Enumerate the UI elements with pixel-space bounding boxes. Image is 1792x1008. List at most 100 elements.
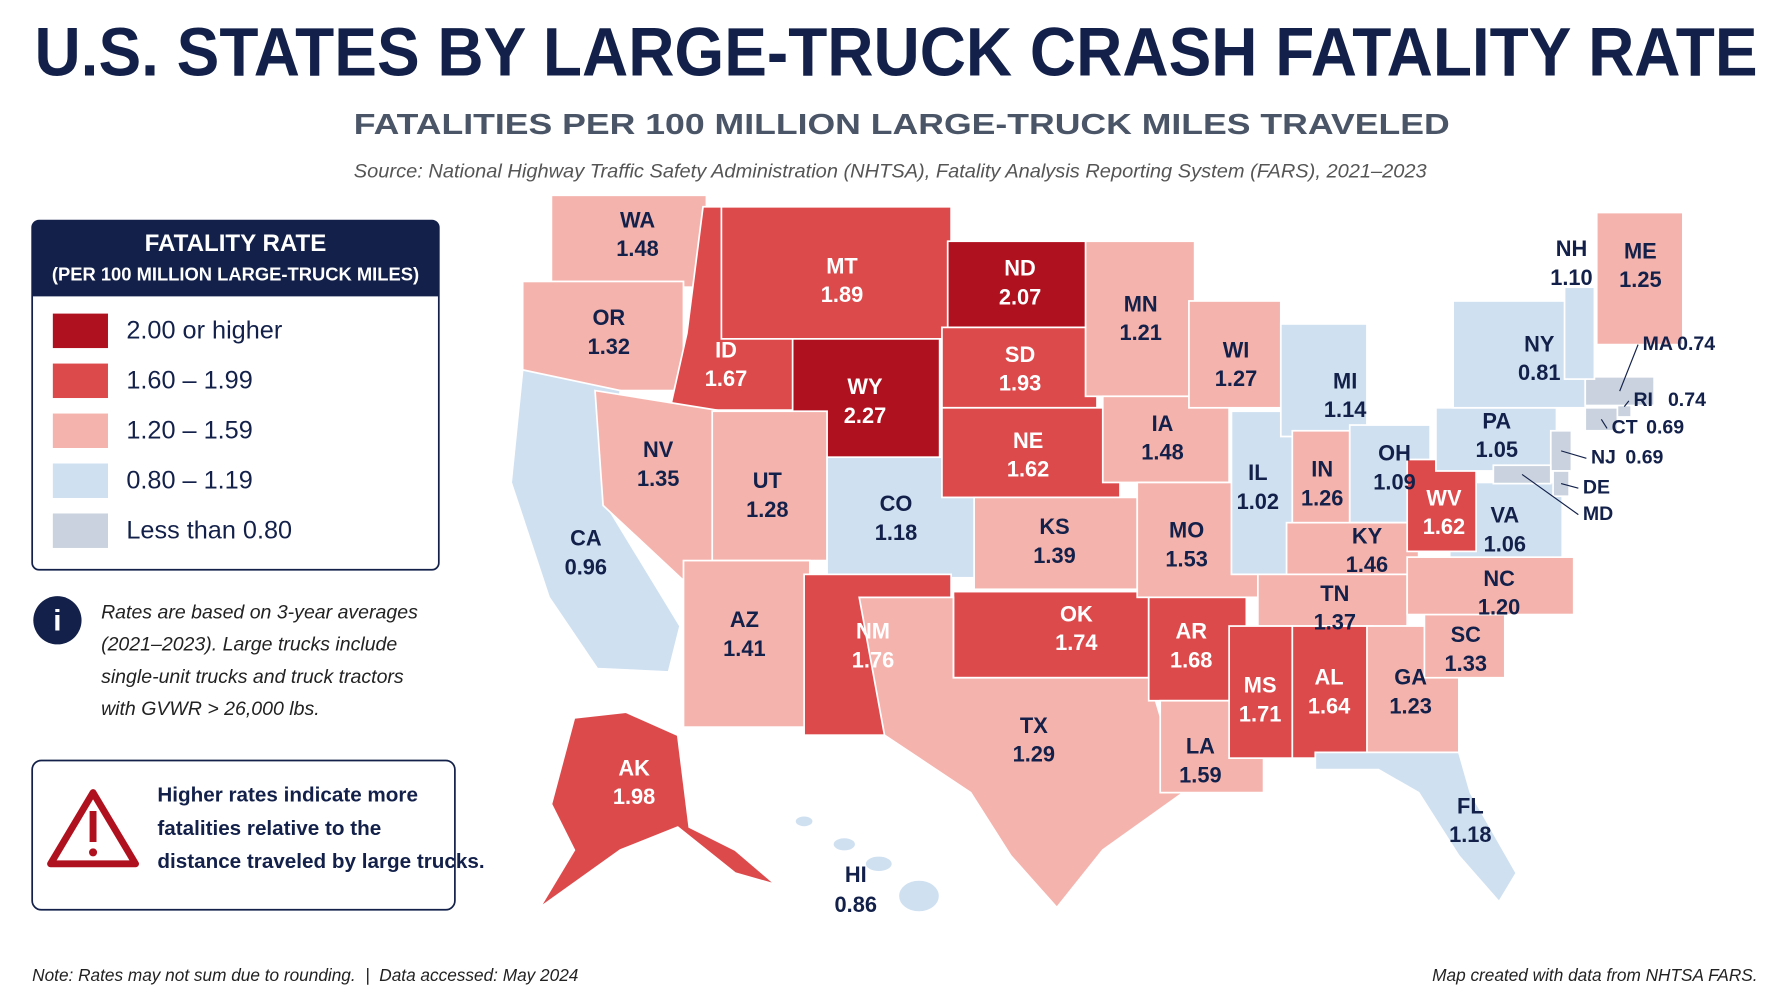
map xyxy=(510,194,1684,913)
state-abbr: MA xyxy=(1643,333,1673,355)
state-value: 1.33 xyxy=(1445,651,1487,676)
warning-icon xyxy=(47,789,139,868)
warning-note-line: Higher rates indicate more xyxy=(157,784,418,807)
leader-line xyxy=(1619,344,1639,392)
state-value: 1.05 xyxy=(1476,437,1518,462)
state-abbr: GA xyxy=(1394,665,1427,690)
leader-line xyxy=(1600,418,1608,429)
state-shape xyxy=(1084,240,1196,398)
state-abbr: IN xyxy=(1311,457,1333,482)
state-abbr: MI xyxy=(1333,368,1357,393)
state-abbr: UT xyxy=(753,468,783,493)
state-value: 0.69 xyxy=(1646,417,1684,439)
state-abbr: OH xyxy=(1378,441,1411,466)
warning-note-line: distance traveled by large trucks. xyxy=(157,850,484,873)
state-shape xyxy=(941,326,1098,409)
state-abbr: HI xyxy=(845,862,867,887)
state-shape xyxy=(1423,607,1506,679)
state-shape xyxy=(1188,300,1282,409)
state-abbr: ID xyxy=(715,337,737,362)
legend-swatch xyxy=(52,513,108,548)
state-shape xyxy=(1406,458,1477,553)
state-shape xyxy=(539,711,776,909)
state-shape xyxy=(1285,521,1420,576)
state-value: 1.09 xyxy=(1373,469,1415,494)
state-abbr: MT xyxy=(826,253,858,278)
state-abbr: IA xyxy=(1152,411,1174,436)
state-abbr: CT xyxy=(1612,417,1638,439)
state-shape xyxy=(711,410,828,562)
footer-right: Map created with data from NHTSA FARS. xyxy=(1432,965,1757,985)
leader-line xyxy=(1560,483,1579,489)
state-shape xyxy=(1435,406,1558,472)
state-value: 1.21 xyxy=(1119,320,1161,345)
state-abbr: CA xyxy=(570,526,602,551)
legend-label: 1.60 – 1.99 xyxy=(126,367,252,395)
state-abbr: IL xyxy=(1248,460,1267,485)
state-abbr: KS xyxy=(1039,514,1069,539)
state-value: 1.29 xyxy=(1013,742,1055,767)
island xyxy=(831,836,857,853)
state-value: 1.98 xyxy=(613,784,655,809)
state-value: 0.96 xyxy=(565,554,607,579)
state-value: 1.27 xyxy=(1215,366,1257,391)
state-abbr: SD xyxy=(1005,342,1035,367)
state-shape xyxy=(1595,211,1684,346)
state-abbr: AR xyxy=(1175,619,1207,644)
state-value: 1.64 xyxy=(1308,693,1351,718)
warning-box xyxy=(31,759,456,911)
state-value: 1.18 xyxy=(875,520,917,545)
legend-label: 2.00 or higher xyxy=(126,317,282,345)
legend-label: 1.20 – 1.59 xyxy=(126,417,252,445)
state-abbr: MS xyxy=(1244,673,1277,698)
state-value: 1.28 xyxy=(746,497,788,522)
state-abbr: TN xyxy=(1320,581,1349,606)
leader-line xyxy=(1521,473,1579,516)
state-abbr: CO xyxy=(880,491,913,516)
state-value: 1.62 xyxy=(1007,457,1049,482)
state-abbr: KY xyxy=(1352,523,1383,548)
state-abbr: NE xyxy=(1013,428,1043,453)
state-abbr: WI xyxy=(1223,337,1250,362)
state-value: 2.07 xyxy=(999,284,1041,309)
state-abbr: NV xyxy=(643,437,674,462)
state-value: 1.10 xyxy=(1550,265,1592,290)
leader-line xyxy=(1623,400,1630,408)
state-shape xyxy=(1563,286,1596,380)
state-value: 1.59 xyxy=(1179,762,1221,787)
info-note-line: single-unit trucks and truck tractors xyxy=(101,666,404,688)
state-abbr: AZ xyxy=(730,607,759,632)
state-abbr: ME xyxy=(1624,238,1657,263)
state-value: 1.71 xyxy=(1239,701,1281,726)
map-labels: WA 1.48 OR 1.32 CA 0.96 ID 1.67 NV 1.35 MT 1.89 WY 2.… xyxy=(565,207,1716,917)
source: Source: National Highway Traffic Safety … xyxy=(354,160,1427,182)
legend-swatch xyxy=(52,313,108,349)
info-icon xyxy=(33,596,82,645)
state-value: 1.20 xyxy=(1478,595,1520,620)
state-abbr: LA xyxy=(1186,734,1215,759)
state-abbr: NJ xyxy=(1591,446,1616,468)
state-abbr: AL xyxy=(1315,665,1344,690)
state-abbr: NC xyxy=(1483,566,1515,591)
state-shape xyxy=(794,814,941,913)
state-abbr: FL xyxy=(1457,793,1484,818)
state-abbr: NM xyxy=(856,619,890,644)
state-value: 1.41 xyxy=(723,636,765,661)
state-value: 1.67 xyxy=(705,366,747,391)
legend-label: Less than 0.80 xyxy=(126,517,292,545)
state-abbr: OR xyxy=(592,305,625,330)
state-value: 1.48 xyxy=(616,236,658,261)
state-shape xyxy=(1452,300,1587,409)
legend-swatch xyxy=(52,463,108,498)
state-value: 0.74 xyxy=(1668,389,1706,411)
state-shape xyxy=(1291,625,1374,760)
state-value: 0.86 xyxy=(835,892,877,917)
state-value: 1.35 xyxy=(637,466,679,491)
state-value: 1.68 xyxy=(1170,647,1212,672)
state-shape xyxy=(941,406,1121,499)
state-abbr: PA xyxy=(1482,408,1511,433)
state-abbr: TX xyxy=(1020,713,1048,738)
state-value: 1.23 xyxy=(1389,693,1431,718)
state-shape xyxy=(952,590,1150,679)
state-value: 1.32 xyxy=(588,334,630,359)
